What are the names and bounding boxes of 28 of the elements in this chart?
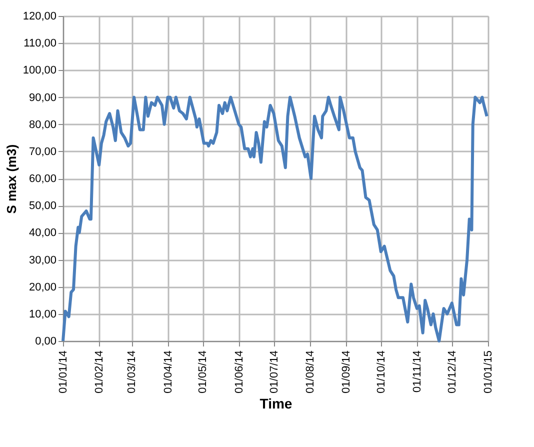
x-tick-label: 01/12/14	[446, 350, 458, 394]
x-tick-label: 01/01/14	[58, 350, 70, 394]
y-tick-label: 80,00	[28, 118, 56, 131]
y-tick-label: 30,00	[28, 254, 56, 266]
y-axis-title: S max (m3)	[4, 144, 19, 214]
x-axis-title: Time	[260, 395, 292, 412]
x-tick-label: 01/06/14	[233, 350, 246, 394]
y-tick-label: 0,00	[35, 336, 56, 348]
x-tick-label: 01/07/14	[268, 350, 280, 394]
y-tick-label: 20,00	[28, 281, 56, 294]
x-tick-label: 01/03/14	[126, 350, 138, 394]
y-tick-label: 90,00	[28, 92, 56, 104]
y-tick-label: 50,00	[28, 200, 56, 212]
y-tick-label: 10,00	[28, 308, 56, 320]
x-tick-label: 01/11/14	[411, 350, 424, 393]
y-tick-label: 120,00	[22, 10, 56, 22]
x-tick-label: 01/08/14	[304, 350, 316, 394]
x-tick-label: 01/10/14	[375, 350, 388, 394]
y-tick-label: 40,00	[28, 227, 56, 240]
x-tick-label: 01/01/15	[482, 350, 494, 394]
x-tick-label: 01/05/14	[197, 350, 210, 394]
x-tick-label: 01/02/14	[94, 350, 106, 394]
y-tick-label: 60,00	[28, 173, 56, 185]
x-tick-label: 01/04/14	[162, 350, 174, 394]
y-tick-label: 100,00	[22, 64, 56, 77]
y-tick-label: 110,00	[24, 38, 56, 50]
y-tick-label: 70,00	[28, 146, 56, 158]
x-tick-label: 01/09/14	[340, 350, 352, 394]
